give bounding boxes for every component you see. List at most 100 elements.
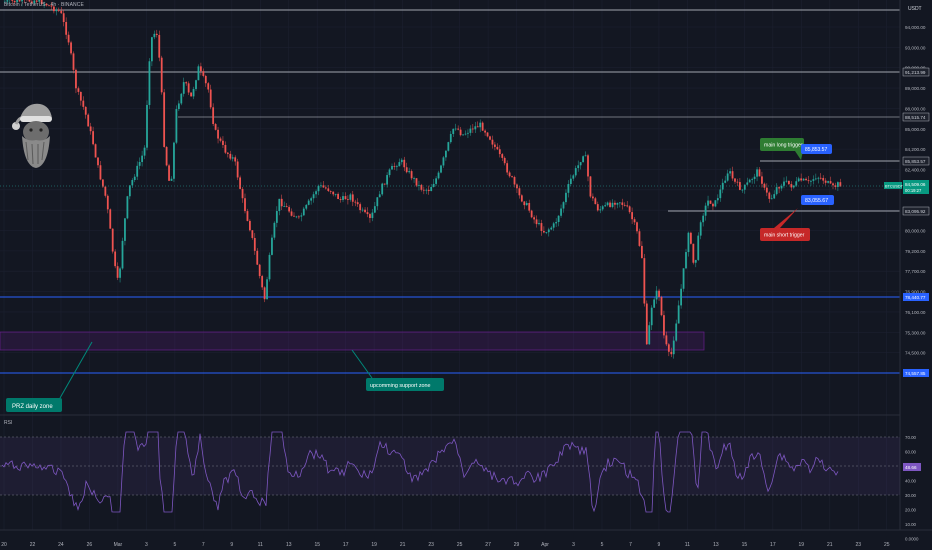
candle-body: [765, 187, 768, 193]
candle-body: [788, 180, 790, 185]
candle-body: [775, 187, 778, 195]
candle-body: [601, 206, 604, 210]
candle-body: [393, 166, 396, 167]
candle-body: [99, 165, 102, 180]
candle-body: [486, 132, 489, 137]
candle-body: [11, 0, 14, 1]
candle-body: [209, 89, 212, 108]
candle-body: [670, 351, 673, 355]
candle-body: [748, 179, 751, 183]
candle-body: [655, 290, 658, 300]
candle-body: [827, 181, 829, 183]
candle-body: [82, 100, 85, 107]
price-tick-label: 94,000.00: [905, 25, 926, 30]
support-zone-callout[interactable]: upcomming support zone: [351, 349, 444, 391]
candle-body: [464, 133, 467, 135]
candle-body: [214, 124, 217, 130]
candle-body: [746, 182, 749, 185]
price-tick-label: 82,400.00: [905, 167, 926, 172]
candle-body: [322, 185, 325, 188]
candle-body: [43, 3, 45, 5]
time-axis[interactable]: 20 22 24 26 Mar 3 5 7 9 11 13 15 17 19 21 23 25 27 29 Apr 3 5…: [1, 542, 890, 548]
candle-body: [606, 202, 609, 206]
candle-body: [67, 34, 70, 43]
candle-body: [207, 83, 210, 90]
candle-body: [334, 193, 337, 195]
candle-body: [121, 240, 124, 269]
candle-body: [530, 210, 533, 218]
prz-daily-zone-callout[interactable]: PRZ daily zone: [6, 341, 93, 412]
candle-body: [6, 0, 9, 2]
candle-body: [753, 176, 756, 179]
time-tick-label: 26: [87, 542, 93, 548]
candle-body: [491, 139, 494, 145]
candle-body: [57, 9, 60, 11]
candle-body: [829, 181, 832, 184]
time-tick-label: 11: [258, 542, 263, 548]
time-tick-label: 13: [286, 542, 292, 548]
support-zone-box[interactable]: [0, 331, 705, 351]
candle-body: [146, 104, 148, 148]
candle-body: [50, 5, 53, 7]
candle-body: [565, 192, 567, 203]
candle-body: [45, 3, 48, 6]
short-trigger-callout[interactable]: main short trigger: [760, 208, 810, 241]
svg-text:00:19:27: 00:19:27: [905, 188, 922, 193]
svg-text:91,213.99: 91,213.99: [905, 70, 926, 75]
rsi-axis: 70.0060.0050.0040.0030.0020.0010.000.000…: [905, 435, 919, 542]
candle-body: [812, 179, 815, 181]
candle-body: [543, 230, 545, 233]
candle-body: [405, 167, 408, 173]
long-trigger-price-badge[interactable]: 85,853.57: [801, 144, 832, 154]
symbol-header[interactable]: Bitcoin / TetherUS · 4h · BINANCE: [4, 2, 84, 8]
candle-body: [572, 175, 575, 179]
candle-body: [694, 259, 697, 263]
candle-body: [366, 212, 369, 215]
candle-body: [398, 162, 401, 167]
candle-body: [785, 180, 788, 182]
candle-body: [523, 201, 526, 206]
time-tick-label: 27: [485, 542, 491, 548]
candle-body: [13, 0, 16, 3]
candle-body: [89, 126, 92, 132]
candle-body: [778, 187, 780, 189]
candle-body: [241, 188, 244, 199]
price-tick-label: 85,000.00: [905, 127, 926, 132]
candle-body: [222, 140, 224, 145]
candle-body: [378, 194, 381, 198]
candle-body: [143, 147, 146, 156]
candle-body: [525, 202, 528, 206]
candle-body: [320, 185, 322, 187]
candle-body: [87, 114, 90, 127]
price-tick-label: 76,100.00: [905, 310, 926, 315]
svg-text:main long trigger: main long trigger: [764, 143, 803, 149]
rsi-tick-label: 40.00: [905, 479, 917, 484]
candle-body: [739, 182, 741, 190]
candle-body: [824, 180, 827, 183]
candle-body: [168, 165, 170, 181]
long-trigger-callout[interactable]: main long trigger: [760, 138, 804, 160]
candle-body: [204, 75, 207, 84]
candle-body: [155, 33, 158, 36]
candle-body: [792, 185, 795, 188]
candle-body: [359, 204, 362, 211]
time-tick-label: 23: [428, 542, 434, 548]
candle-body: [371, 212, 374, 218]
time-tick-label: 3: [145, 542, 148, 548]
candle-body: [317, 185, 320, 192]
svg-text:83,055.67: 83,055.67: [805, 198, 828, 204]
candle-body: [560, 208, 562, 216]
time-tick-label: 7: [202, 542, 205, 548]
candle-body: [251, 230, 254, 238]
candlestick-series: [0, 0, 900, 359]
candle-body: [650, 307, 653, 326]
candle-body: [386, 175, 388, 185]
candle-body: [452, 128, 455, 134]
short-trigger-price-badge[interactable]: 83,055.67: [801, 195, 834, 205]
candle-body: [550, 227, 553, 230]
candle-body: [40, 0, 43, 5]
candle-body: [302, 208, 305, 216]
candle-body: [498, 149, 501, 155]
candle-body: [584, 155, 587, 157]
